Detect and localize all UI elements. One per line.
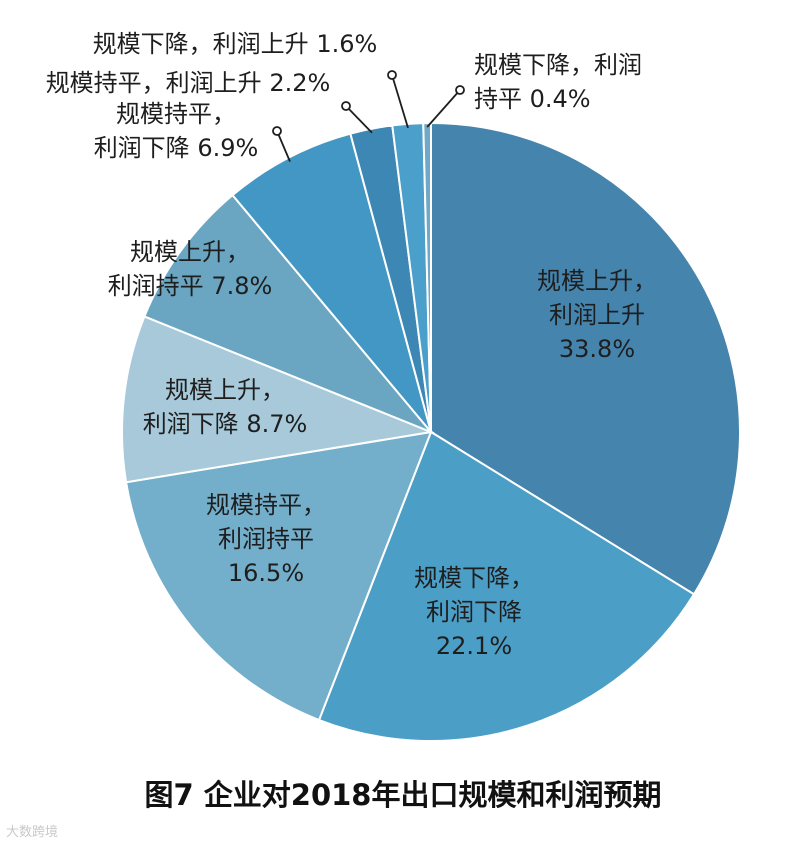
pie-slice-4	[143, 193, 432, 433]
leader-line-7	[391, 74, 409, 129]
slice-label-1-line-1: 利润下降	[426, 598, 522, 626]
leader-dot-5	[272, 126, 282, 136]
slice-label-5-line-1: 利润下降 6.9%	[94, 134, 259, 162]
slice-label-8-line-1: 持平 0.4%	[474, 85, 591, 113]
slice-labels: 规模上升， 利润上升 33.8% 规模下降， 利润下降 22.1% 规模持平， 利润持平 16.…	[46, 30, 657, 660]
slice-label-5: 规模持平， 利润下降 6.9%	[94, 100, 259, 162]
slice-label-0-line-1: 利润上升	[549, 301, 645, 329]
pie-slice-2	[124, 430, 433, 722]
slice-label-4-line-0: 规模上升，	[130, 238, 250, 266]
slice-label-0: 规模上升， 利润上升 33.8%	[537, 267, 657, 363]
slice-label-8-line-0: 规模下降，利润	[474, 51, 642, 79]
chart-title: 图7 企业对2018年出口规模和利润预期	[145, 778, 662, 812]
leader-line-5	[276, 130, 291, 162]
leader-lines	[272, 70, 465, 162]
slice-label-3-line-1: 利润下降 8.7%	[143, 410, 308, 438]
leader-dot-7	[387, 70, 397, 80]
slice-label-7: 规模下降，利润上升 1.6%	[93, 30, 378, 58]
slice-label-6-line-0: 规模持平，利润上升 2.2%	[46, 69, 331, 97]
slice-label-3: 规模上升， 利润下降 8.7%	[143, 376, 308, 438]
slice-label-2-line-0: 规模持平，	[206, 491, 326, 519]
slice-label-2: 规模持平， 利润持平 16.5%	[206, 491, 326, 587]
slice-label-2-line-2: 16.5%	[228, 559, 304, 587]
slice-label-4-line-1: 利润持平 7.8%	[108, 272, 273, 300]
slice-label-2-line-1: 利润持平	[218, 525, 314, 553]
pie-slice-1	[317, 430, 696, 742]
slice-label-4: 规模上升， 利润持平 7.8%	[108, 238, 273, 300]
pie-slice-0	[430, 121, 741, 596]
leader-dot-6	[341, 101, 351, 111]
slice-label-5-line-0: 规模持平，	[116, 100, 236, 128]
slice-label-1-line-0: 规模下降，	[414, 564, 534, 592]
slice-label-6: 规模持平，利润上升 2.2%	[46, 69, 331, 97]
pie-slice-3	[121, 315, 435, 484]
slice-label-3-line-0: 规模上升，	[165, 376, 285, 404]
leader-line-8	[426, 89, 461, 128]
slice-label-8: 规模下降，利润持平 0.4%	[474, 51, 642, 113]
leader-line-6	[345, 105, 373, 134]
slice-label-1: 规模下降， 利润下降 22.1%	[414, 564, 534, 660]
slice-label-0-line-0: 规模上升，	[537, 267, 657, 295]
slice-label-0-line-2: 33.8%	[559, 335, 635, 363]
leader-dot-8	[455, 85, 465, 95]
slice-label-7-line-0: 规模下降，利润上升 1.6%	[93, 30, 378, 58]
watermark: 大数跨境	[6, 825, 59, 840]
slice-label-1-line-2: 22.1%	[436, 632, 512, 660]
pie-slices	[121, 121, 741, 742]
